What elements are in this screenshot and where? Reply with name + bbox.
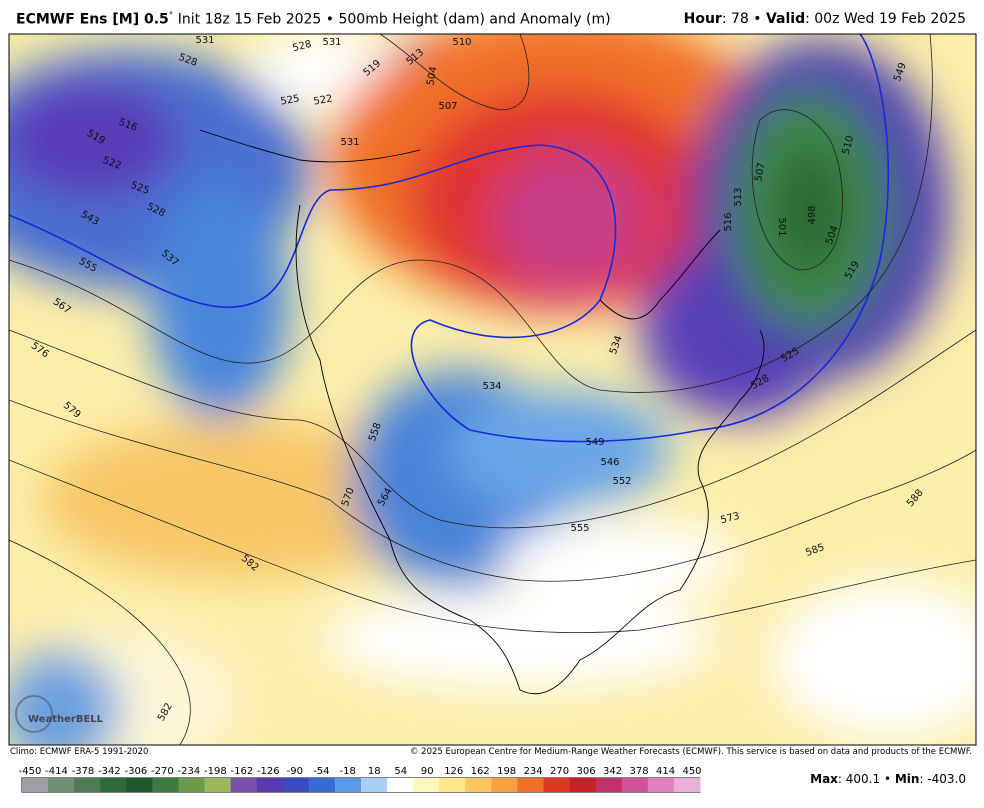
colorbar-tick-label: 198 [497, 766, 516, 777]
colorbar-swatch [256, 778, 284, 792]
contour-label: 546 [600, 457, 619, 468]
contour-label: 516 [723, 212, 734, 231]
colorbar-swatch [126, 778, 153, 792]
contour-label: 531 [195, 35, 214, 46]
colorbar-swatch [22, 778, 49, 792]
coastlines [199, 129, 765, 695]
map-frame [8, 33, 977, 746]
colorbar-tick-label: 342 [603, 766, 622, 777]
colorbar-tick-label: -18 [340, 766, 356, 777]
hour-key: Hour [683, 11, 722, 27]
colorbar-tick-label: 162 [471, 766, 490, 777]
max-key: Max [810, 772, 838, 786]
colorbar-swatch [204, 778, 232, 792]
colorbar-tick-label: -450 [19, 766, 42, 777]
contour-label: 507 [438, 101, 457, 112]
contour-label: 498 [807, 205, 818, 224]
colorbar-tick-label: 306 [577, 766, 596, 777]
colorbar-tick-label: 54 [394, 766, 407, 777]
colorbar-swatch [673, 778, 701, 792]
colorbar-swatch [439, 778, 466, 792]
colorbar-swatch [308, 778, 336, 792]
colorbar-swatch [647, 778, 675, 792]
colorbar-swatch [621, 778, 649, 792]
colorbar-swatch [413, 778, 440, 792]
colorbar-tick-label: -414 [45, 766, 68, 777]
title-bold: ECMWF Ens [M] 0.5 [16, 11, 169, 28]
colorbar-swatch [387, 778, 414, 792]
hour-val: : 78 • [721, 11, 766, 27]
contour-label: 501 [776, 217, 787, 236]
degree: ° [168, 11, 174, 21]
colorbar-tick-label: -234 [178, 766, 201, 777]
max-min: Max: 400.1 • Min: -403.0 [810, 772, 966, 786]
title-rest: Init 18z 15 Feb 2025 • 500mb Height (dam… [177, 11, 611, 28]
colorbar-tick-label: 234 [524, 766, 543, 777]
colorbar-tick-label: -378 [72, 766, 95, 777]
colorbar-swatch [595, 778, 623, 792]
colorbar-tick-label: 18 [368, 766, 381, 777]
contour-label: 507 [753, 162, 767, 183]
contour-label: 549 [585, 437, 604, 448]
colorbar-swatch [152, 778, 179, 792]
contour-label: 522 [313, 93, 334, 107]
min-val: : -403.0 [919, 772, 966, 786]
colorbar-tick-label: 270 [550, 766, 569, 777]
max-val: : 400.1 • [837, 772, 895, 786]
contour-label: 528 [291, 39, 312, 55]
header-left: ECMWF Ens [M] 0.5° Init 18z 15 Feb 2025 … [16, 11, 611, 28]
colorbar-tick-label: -306 [125, 766, 148, 777]
colorbar-tick-label: -90 [287, 766, 303, 777]
colorbar-swatch [178, 778, 206, 792]
colorbar-tick-label: -270 [151, 766, 174, 777]
colorbar-swatch [361, 778, 388, 792]
contour-label: 531 [340, 137, 359, 148]
min-key: Min [894, 772, 920, 786]
contour-label: 510 [841, 134, 857, 155]
climo: Climo: ECMWF ERA-5 1991-2020 [10, 747, 149, 757]
colorbar-tick-label: 414 [656, 766, 675, 777]
valid-val: : 00z Wed 19 Feb 2025 [805, 11, 966, 27]
header-right: Hour: 78 • Valid: 00z Wed 19 Feb 2025 [684, 11, 966, 27]
colorbar-swatch [465, 778, 492, 792]
colorbar-swatch [48, 778, 75, 792]
colorbar-tick-label: -162 [230, 766, 253, 777]
logo-text: WeatherBELL [28, 714, 104, 725]
colorbar-swatch [517, 778, 545, 792]
contour-label: 525 [280, 93, 301, 107]
logo-icon [15, 695, 53, 733]
colorbar-tick-label: 378 [629, 766, 648, 777]
colorbar-tick-label: -198 [204, 766, 227, 777]
colorbar-swatch [282, 778, 310, 792]
colorbar-tick-label: -54 [313, 766, 329, 777]
colorbar-tick-label: -126 [257, 766, 280, 777]
colorbar-swatch [100, 778, 127, 792]
colorbar: -450 -414 -378 -342 -306 -270 -234 -198 -162 -126… [19, 766, 702, 792]
colorbar-swatch [569, 778, 597, 792]
colorbar-tick-label: 90 [421, 766, 434, 777]
contour-label: 534 [482, 381, 501, 392]
contour-label: 510 [452, 37, 471, 48]
contour-label: 555 [570, 523, 589, 534]
contour-label: 552 [612, 476, 631, 487]
map-field [9, 34, 976, 745]
colorbar-swatch [543, 778, 571, 792]
colorbar-tick-label: 126 [444, 766, 463, 777]
colorbar-tick-label: -342 [98, 766, 121, 777]
valid-key: Valid [765, 11, 806, 27]
contours [9, 34, 976, 745]
contour-label: 573 [719, 511, 740, 527]
copyright: © 2025 European Centre for Medium-Range … [409, 747, 972, 757]
colorbar-tick-label: 450 [682, 766, 701, 777]
contour-label: 531 [322, 37, 341, 48]
colorbar-swatch [230, 778, 258, 792]
contour-label: 513 [733, 187, 744, 206]
colorbar-swatch [74, 778, 101, 792]
colorbar-swatch [491, 778, 518, 792]
contour-label: 504 [425, 66, 439, 87]
colorbar-swatch [334, 778, 362, 792]
